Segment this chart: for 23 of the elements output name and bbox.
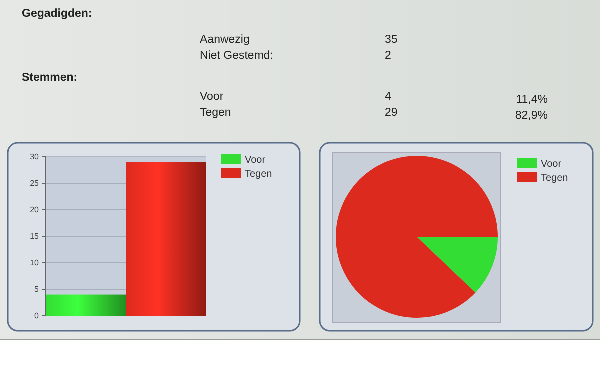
y-tick-label: 30: [30, 152, 40, 162]
legend-label: Voor: [541, 159, 562, 170]
legend-label: Voor: [245, 155, 266, 166]
y-tick-label: 10: [30, 258, 40, 268]
text: 82,9%: [515, 110, 548, 122]
y-tick-label: 20: [30, 206, 40, 215]
text: 29: [385, 107, 398, 119]
text: Stemmen:: [22, 72, 78, 84]
y-tick-label: 25: [30, 179, 40, 188]
legend-label: Tegen: [245, 169, 272, 180]
text: Niet Gestemd:: [200, 50, 274, 62]
y-tick-label: 15: [30, 232, 40, 242]
text: 2: [385, 50, 392, 62]
text: 4: [385, 91, 392, 103]
text: Gegadigden:: [22, 8, 92, 20]
y-tick-label: 5: [34, 285, 40, 294]
text: Voor: [200, 91, 224, 103]
y-tick-label: 0: [34, 312, 40, 321]
legend-label: Tegen: [541, 173, 568, 184]
text: Tegen: [200, 107, 232, 119]
text: 35: [385, 34, 398, 46]
text: Aanwezig: [200, 34, 250, 46]
text: 11,4%: [516, 94, 548, 106]
